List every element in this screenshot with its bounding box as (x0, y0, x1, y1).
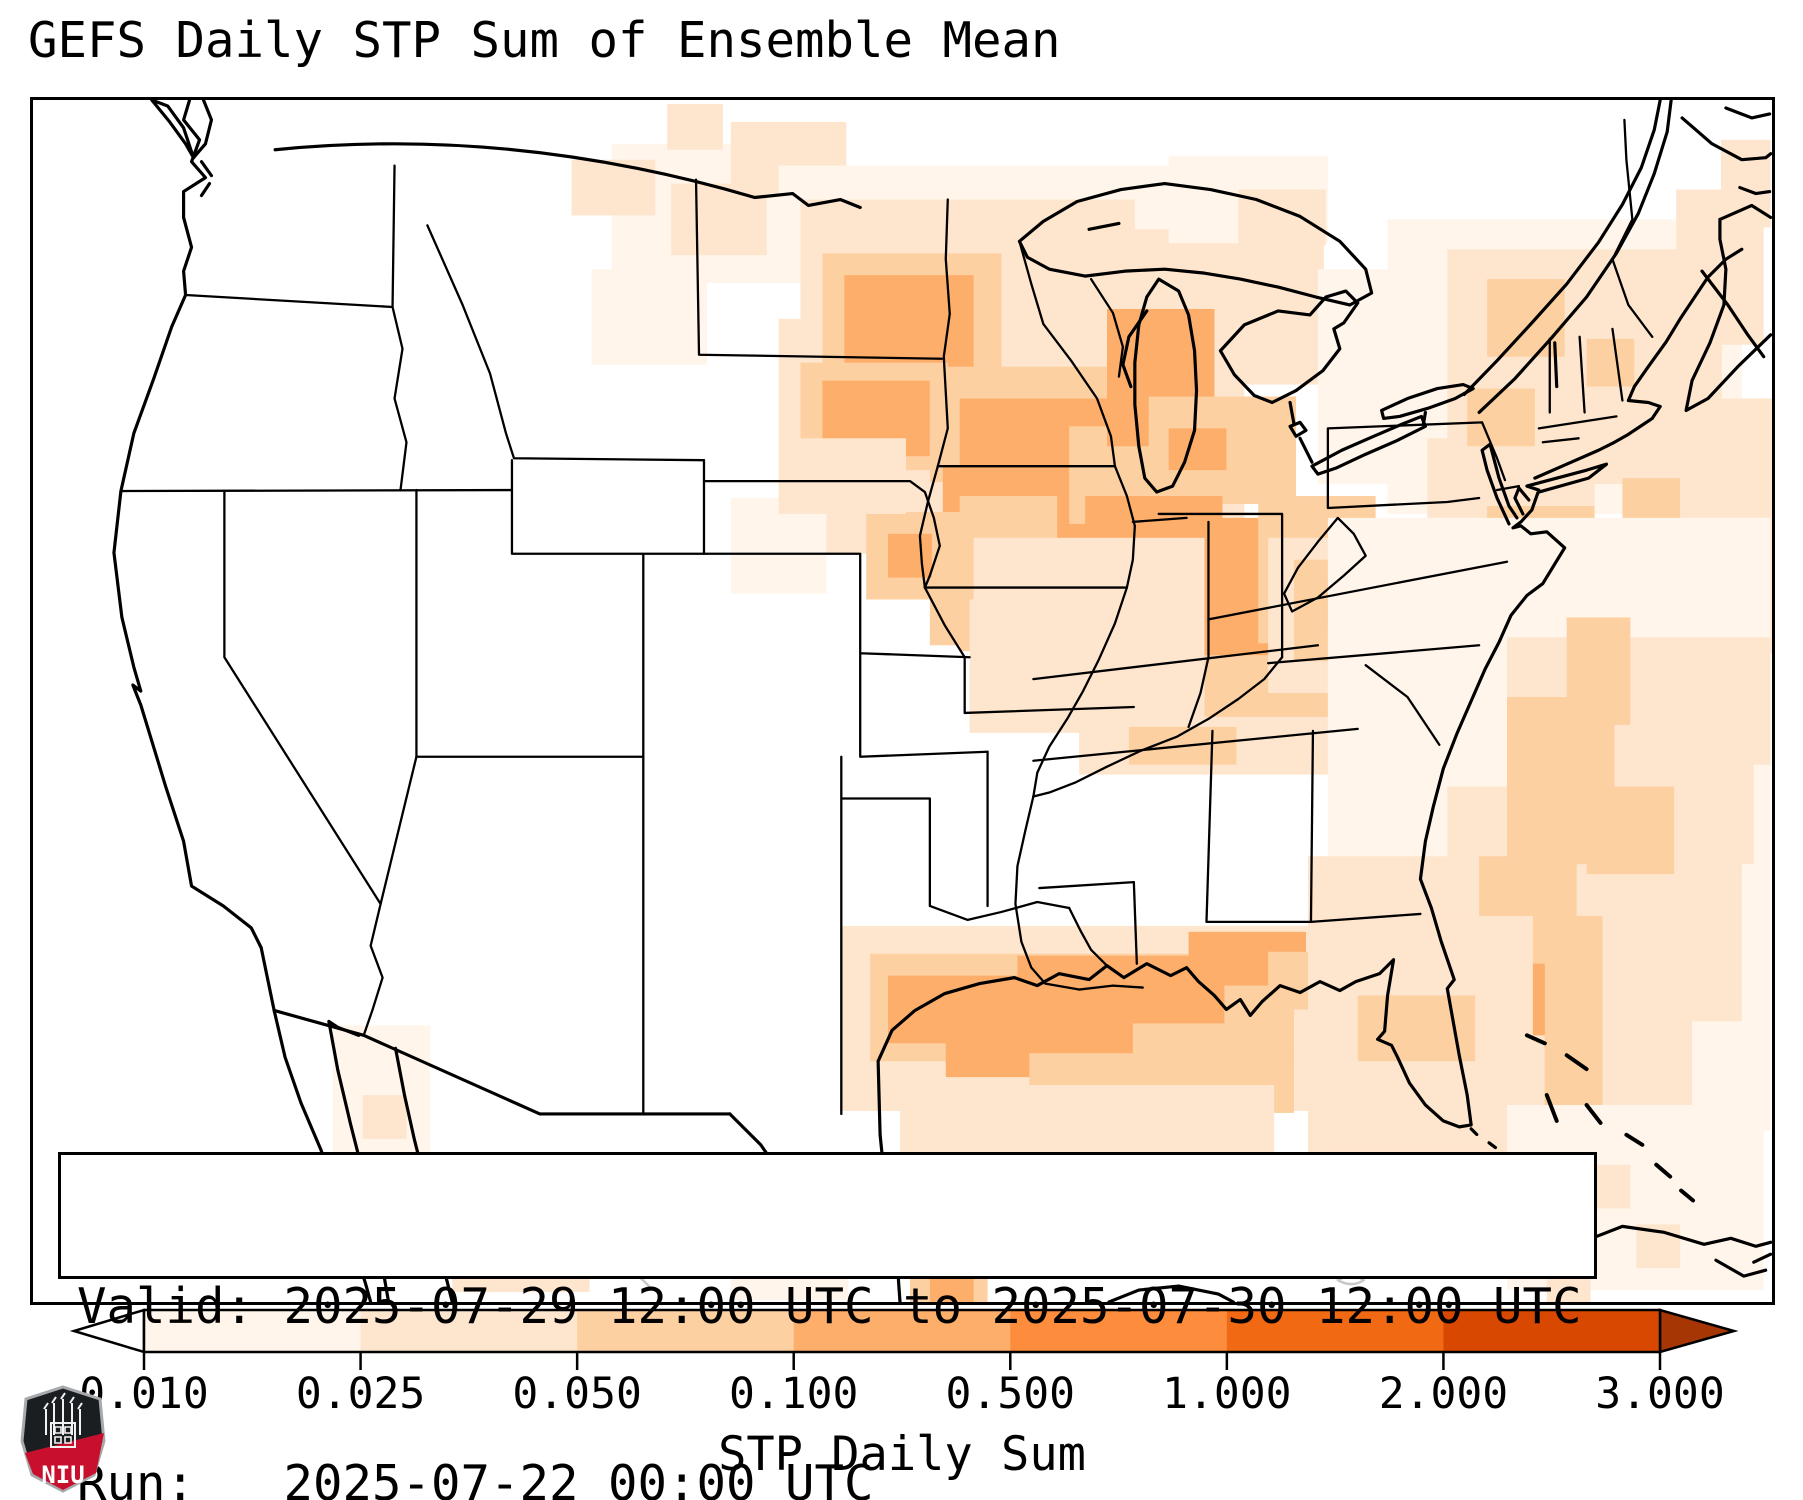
heatmap-cell (900, 1085, 1275, 1163)
colorbar-bin (144, 1310, 362, 1352)
colorbar-tick-label: 3.000 (1595, 1369, 1724, 1419)
colorbar-tick-label: 0.050 (512, 1369, 641, 1419)
heatmap-cell (591, 269, 707, 365)
stp-heatmap-cells (332, 103, 1772, 1302)
colorbar-bin (1010, 1310, 1228, 1352)
heatmap-cell (1586, 786, 1675, 875)
heatmap-cell (1467, 388, 1535, 447)
colorbar: 0.010 0.025 0.050 0.100 0.500 1.000 2.000 3.000… (0, 1300, 1803, 1500)
colorbar-tick-label: 1.000 (1162, 1369, 1291, 1419)
great-lakes-outlines (1017, 181, 1559, 494)
heatmap-cell (671, 183, 767, 256)
heatmap-cell (1586, 338, 1635, 387)
colorbar-tick-label: 0.100 (729, 1369, 858, 1419)
colorbar-tick-label: 0.025 (296, 1369, 425, 1419)
colorbar-svg: 0.010 0.025 0.050 0.100 0.500 1.000 2.000 3.000… (69, 1308, 1739, 1482)
colorbar-bin (1443, 1310, 1661, 1352)
heatmap-cell (1487, 279, 1565, 357)
heatmap-cell (778, 438, 906, 514)
niu-logo: NIU (20, 1385, 106, 1493)
colorbar-tick-label: 2.000 (1379, 1369, 1508, 1419)
heatmap-cell (667, 103, 723, 150)
run-line: Run: 2025-07-22 00:00 UTC (77, 1455, 874, 1500)
heatmap-cell (362, 1095, 407, 1139)
colorbar-outline (142, 1308, 1662, 1354)
colorbar-bin (1226, 1310, 1445, 1352)
figure-title: GEFS Daily STP Sum of Ensemble Mean (28, 12, 1061, 69)
colorbar-over-arrow (1658, 1308, 1739, 1354)
heatmap-cell (969, 537, 1205, 733)
heatmap-cell (888, 533, 932, 578)
valid-run-info-box: Valid: 2025-07-29 12:00 UTC to 2025-07-3… (58, 1152, 1597, 1500)
colorbar-axis-label: STP Daily Sum (718, 1427, 1086, 1482)
colorbar-tick-label: 0.500 (946, 1369, 1075, 1419)
niu-castle-icon (43, 1392, 83, 1448)
heatmap-cell (1566, 617, 1631, 725)
heatmap-cell (1168, 428, 1227, 471)
colorbar-bin (793, 1310, 1011, 1352)
conus-map (112, 100, 1772, 1302)
niu-letters: NIU (41, 1461, 84, 1489)
state-border-paths (119, 118, 1654, 1116)
heatmap-cell (844, 275, 974, 371)
colorbar-bin (360, 1310, 578, 1352)
valid-line: Valid: 2025-07-29 12:00 UTC to 2025-07-3… (77, 1278, 1582, 1335)
map-panel (30, 97, 1775, 1305)
niu-red-band (25, 1433, 104, 1490)
colorbar-bin (577, 1310, 795, 1352)
heatmap-cell (1725, 637, 1771, 765)
